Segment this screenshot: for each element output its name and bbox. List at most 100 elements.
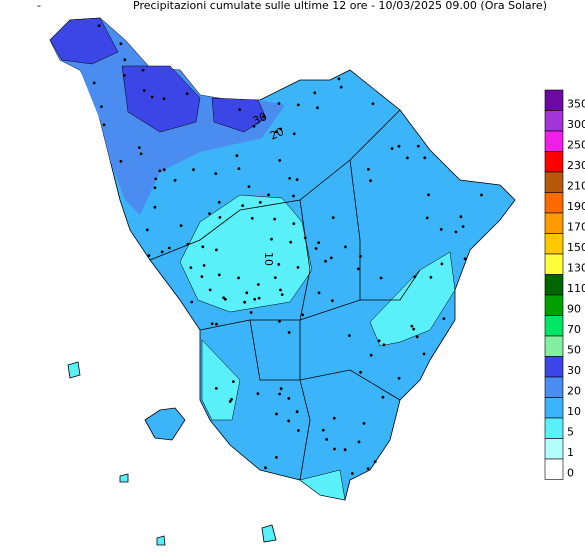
station-dot <box>119 42 123 46</box>
station-dot <box>297 429 300 432</box>
legend-swatch <box>544 315 564 337</box>
station-dot <box>412 327 416 331</box>
station-dot <box>369 179 372 183</box>
station-dot <box>381 395 385 399</box>
legend-swatch <box>544 417 564 439</box>
station-dot <box>214 172 218 176</box>
station-dot <box>97 24 101 28</box>
station-dot <box>343 448 347 452</box>
legend-swatch <box>544 397 564 419</box>
station-dot <box>325 438 329 441</box>
station-dot <box>102 123 106 127</box>
station-dot <box>317 241 321 245</box>
station-dot <box>147 254 151 257</box>
legend-label: 70 <box>567 323 581 336</box>
station-dot <box>339 85 343 89</box>
station-dot <box>410 324 414 328</box>
station-dot <box>277 102 281 105</box>
station-dot <box>158 169 162 173</box>
station-dot <box>463 257 467 261</box>
station-dot <box>303 236 307 240</box>
station-dot <box>232 380 235 383</box>
station-dot <box>252 124 256 128</box>
legend-swatch <box>544 438 564 460</box>
station-dot <box>179 224 183 228</box>
station-dot <box>321 428 325 432</box>
station-dot <box>331 299 334 303</box>
station-dot <box>215 248 218 252</box>
station-dot <box>262 115 265 118</box>
legend-label: 300 <box>567 118 585 131</box>
station-dot <box>316 106 319 110</box>
legend-label: 110 <box>567 282 585 295</box>
station-dot <box>201 245 205 249</box>
station-dot <box>301 313 305 317</box>
station-dot <box>287 397 291 400</box>
station-dot <box>397 376 401 380</box>
station-dot <box>257 296 261 300</box>
station-dot <box>295 410 299 414</box>
contour-label: 30 <box>251 110 269 128</box>
station-dot <box>217 273 221 277</box>
station-dot <box>243 300 247 304</box>
marker: - <box>37 0 41 12</box>
station-dot <box>273 276 277 279</box>
station-dot <box>362 422 366 425</box>
legend-label: 5 <box>567 426 574 439</box>
station-dot <box>442 317 446 321</box>
station-dot <box>230 398 233 401</box>
station-dot <box>317 291 321 295</box>
contour-label: 10 <box>262 252 275 266</box>
station-dot <box>461 225 465 228</box>
station-dot <box>278 320 281 323</box>
station-dot <box>214 387 218 390</box>
island-elba <box>144 407 186 441</box>
station-dot <box>313 91 317 95</box>
station-dot <box>139 152 143 156</box>
station-dot <box>382 343 386 347</box>
legend-swatch <box>544 253 564 275</box>
station-dot <box>141 68 145 72</box>
station-dot <box>215 322 218 326</box>
station-dot <box>357 267 360 271</box>
station-dot <box>324 259 327 263</box>
station-dot <box>278 159 282 162</box>
station-dot <box>256 283 260 286</box>
station-dot <box>210 322 214 326</box>
station-dot <box>200 275 204 278</box>
station-dot <box>273 217 277 221</box>
station-dot <box>331 216 335 220</box>
station-dot <box>295 178 299 182</box>
legend-label: 190 <box>567 200 585 213</box>
station-dot <box>142 89 146 92</box>
station-dot <box>275 456 278 459</box>
station-dot <box>160 250 164 254</box>
station-dot <box>167 246 171 250</box>
station-dot <box>162 97 166 101</box>
legend-swatch <box>544 458 564 480</box>
legend-label: 10 <box>567 405 581 418</box>
station-dot <box>344 245 347 249</box>
legend-swatch <box>544 335 564 357</box>
station-dot <box>238 108 242 111</box>
station-dot <box>92 81 96 85</box>
station-dot <box>459 215 463 219</box>
station-dot <box>359 254 362 258</box>
station-dot <box>369 353 373 357</box>
station-dot <box>245 291 249 295</box>
legend-label: 30 <box>567 364 581 377</box>
station-dot <box>413 275 417 279</box>
station-dot <box>480 193 483 197</box>
station-dot <box>123 58 127 62</box>
station-dot <box>150 95 154 99</box>
station-dot <box>278 392 281 396</box>
station-dot <box>357 440 361 444</box>
station-dot <box>202 264 206 267</box>
station-dot <box>122 74 126 77</box>
station-dot <box>366 467 370 471</box>
station-dot <box>277 263 281 266</box>
station-dot <box>138 146 141 150</box>
station-dot <box>292 194 295 198</box>
legend-swatch <box>544 376 564 398</box>
station-dot <box>208 212 211 216</box>
